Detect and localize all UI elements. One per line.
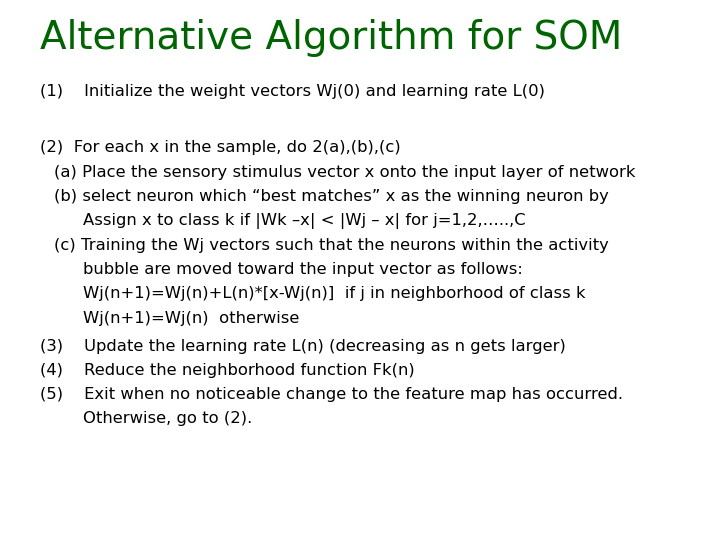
Text: (1)    Initialize the weight vectors Wj(0) and learning rate L(0): (1) Initialize the weight vectors Wj(0) … [40, 84, 544, 99]
Text: Wj(n+1)=Wj(n)  otherwise: Wj(n+1)=Wj(n) otherwise [83, 310, 300, 326]
Text: Assign x to class k if |Wk –x| < |Wj – x| for j=1,2,…..,C: Assign x to class k if |Wk –x| < |Wj – x… [83, 213, 526, 229]
Text: bubble are moved toward the input vector as follows:: bubble are moved toward the input vector… [83, 262, 523, 277]
Text: Wj(n+1)=Wj(n)+L(n)*[x-Wj(n)]  if j in neighborhood of class k: Wj(n+1)=Wj(n)+L(n)*[x-Wj(n)] if j in nei… [83, 286, 585, 301]
Text: (b) select neuron which “best matches” x as the winning neuron by: (b) select neuron which “best matches” x… [54, 189, 609, 204]
Text: Alternative Algorithm for SOM: Alternative Algorithm for SOM [40, 19, 622, 57]
Text: (c) Training the Wj vectors such that the neurons within the activity: (c) Training the Wj vectors such that th… [54, 238, 609, 253]
Text: Otherwise, go to (2).: Otherwise, go to (2). [83, 411, 252, 427]
Text: (4)    Reduce the neighborhood function Fk(n): (4) Reduce the neighborhood function Fk(… [40, 363, 414, 378]
Text: (5)    Exit when no noticeable change to the feature map has occurred.: (5) Exit when no noticeable change to th… [40, 387, 623, 402]
Text: (2)  For each x in the sample, do 2(a),(b),(c): (2) For each x in the sample, do 2(a),(b… [40, 140, 400, 156]
Text: (a) Place the sensory stimulus vector x onto the input layer of network: (a) Place the sensory stimulus vector x … [54, 165, 636, 180]
Text: (3)    Update the learning rate L(n) (decreasing as n gets larger): (3) Update the learning rate L(n) (decre… [40, 339, 565, 354]
